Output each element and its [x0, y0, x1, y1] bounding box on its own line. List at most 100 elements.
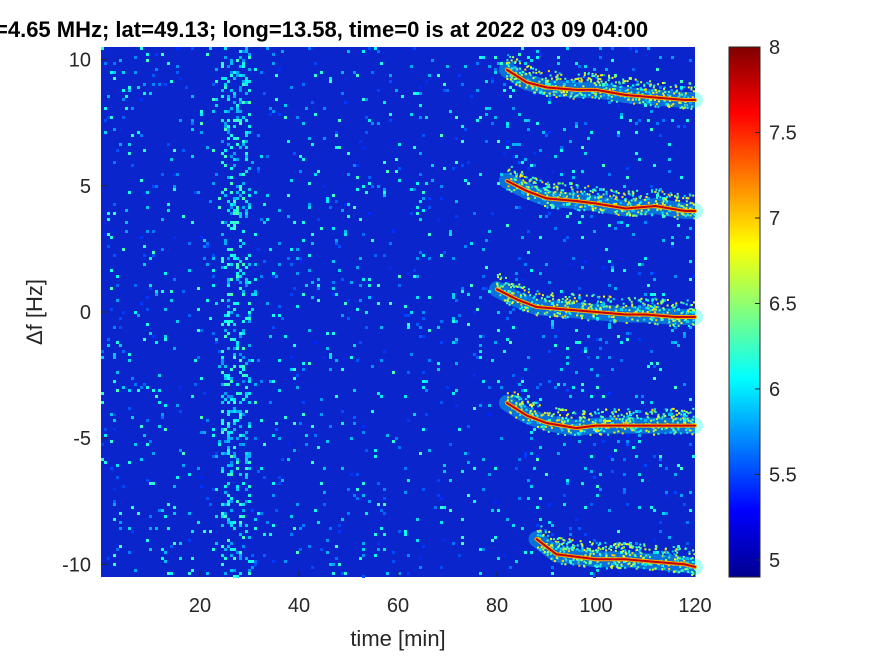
heatmap-cell — [677, 224, 680, 227]
trace-core — [535, 538, 696, 568]
trace-speckle — [531, 412, 534, 415]
trace-speckle — [689, 311, 692, 314]
trace-speckle — [599, 433, 601, 435]
trace-speckle — [554, 85, 557, 87]
heatmap-cell — [152, 452, 155, 455]
heatmap-cell — [494, 467, 497, 470]
heatmap-cell — [188, 572, 191, 575]
heatmap-cell — [440, 401, 443, 404]
trace-speckle — [664, 432, 667, 435]
trace-speckle — [692, 431, 695, 434]
trace-speckle — [676, 318, 679, 321]
heatmap-cell — [488, 413, 491, 416]
heatmap-cell — [368, 284, 371, 287]
heatmap-cell — [227, 518, 230, 521]
trace-speckle — [594, 209, 596, 212]
heatmap-cell — [527, 497, 530, 500]
heatmap-cell — [515, 143, 518, 146]
trace-speckle — [654, 311, 657, 314]
trace-speckle — [627, 85, 630, 87]
trace-speckle — [550, 557, 553, 560]
heatmap-cell — [233, 323, 236, 326]
heatmap-cell — [158, 401, 161, 404]
trace-speckle — [604, 546, 607, 549]
trace-speckle — [673, 306, 676, 309]
trace-speckle — [546, 296, 549, 298]
trace-speckle — [523, 309, 526, 312]
heatmap-cell — [536, 455, 539, 458]
heatmap-cell — [194, 383, 197, 386]
heatmap-cell — [452, 317, 455, 320]
trace-speckle — [617, 408, 620, 411]
trace-speckle — [599, 554, 602, 557]
heatmap-cell — [245, 92, 248, 95]
trace-speckle — [666, 212, 669, 215]
heatmap-cell — [455, 215, 458, 218]
trace-speckle — [616, 564, 619, 567]
heatmap-cell — [269, 380, 272, 383]
trace-speckle — [510, 395, 513, 398]
trace-speckle — [691, 556, 694, 559]
heatmap-cell — [329, 563, 332, 566]
x-tick-label: 20 — [189, 595, 211, 617]
heatmap-cell — [596, 338, 599, 341]
trace-speckle — [669, 412, 672, 414]
trace-speckle — [693, 86, 696, 88]
heatmap-cell — [122, 350, 125, 353]
heatmap-cell — [578, 287, 581, 290]
heatmap-cell — [287, 443, 290, 446]
heatmap-cell — [548, 281, 551, 284]
trace-speckle — [625, 419, 628, 422]
trace-speckle — [652, 316, 655, 319]
heatmap-cell — [212, 455, 215, 458]
heatmap-cell — [206, 263, 209, 266]
heatmap-cell — [482, 548, 485, 551]
trace-speckle — [581, 192, 584, 195]
x-tick-label: 80 — [486, 595, 508, 617]
heatmap-cell — [242, 482, 245, 485]
trace-speckle — [615, 202, 618, 205]
trace-speckle — [637, 561, 640, 564]
trace-speckle — [514, 60, 517, 63]
trace-speckle — [675, 302, 678, 305]
heatmap-cell — [689, 227, 692, 230]
heatmap-cell — [101, 350, 104, 353]
heatmap-cell — [284, 416, 287, 419]
heatmap-cell — [242, 59, 245, 62]
trace-speckle — [647, 307, 650, 310]
trace-speckle — [520, 405, 523, 408]
trace-speckle — [589, 433, 592, 436]
trace-speckle — [611, 76, 614, 79]
heatmap-cell — [254, 563, 257, 566]
heatmap-cell — [233, 398, 236, 401]
trace-speckle — [530, 84, 533, 87]
heatmap-cell — [422, 191, 425, 194]
trace-speckle — [659, 208, 662, 211]
trace-speckle — [575, 419, 578, 422]
heatmap-cell — [140, 386, 143, 389]
heatmap-cell — [683, 332, 686, 335]
heatmap-cell — [551, 572, 554, 575]
heatmap-cell — [350, 356, 353, 359]
heatmap-cell — [455, 338, 458, 341]
trace-speckle — [592, 188, 595, 191]
trace-speckle — [668, 195, 671, 198]
heatmap-cell — [602, 164, 605, 167]
trace-speckle — [570, 186, 573, 189]
trace-speckle — [563, 550, 566, 553]
trace-speckle — [666, 214, 669, 217]
heatmap-cell — [635, 455, 638, 458]
trace-speckle — [654, 411, 657, 414]
heatmap-cell — [353, 206, 356, 209]
heatmap-cell — [581, 215, 584, 218]
heatmap-cell — [215, 302, 218, 305]
trace-speckle — [655, 298, 658, 301]
trace-speckle — [581, 543, 584, 546]
heatmap-cell — [137, 131, 140, 134]
heatmap-cell — [242, 509, 245, 512]
trace-speckle — [577, 197, 580, 200]
trace-speckle — [516, 285, 519, 288]
trace-speckle — [683, 86, 686, 89]
trace-speckle — [691, 206, 694, 209]
heatmap-cell — [575, 518, 578, 521]
